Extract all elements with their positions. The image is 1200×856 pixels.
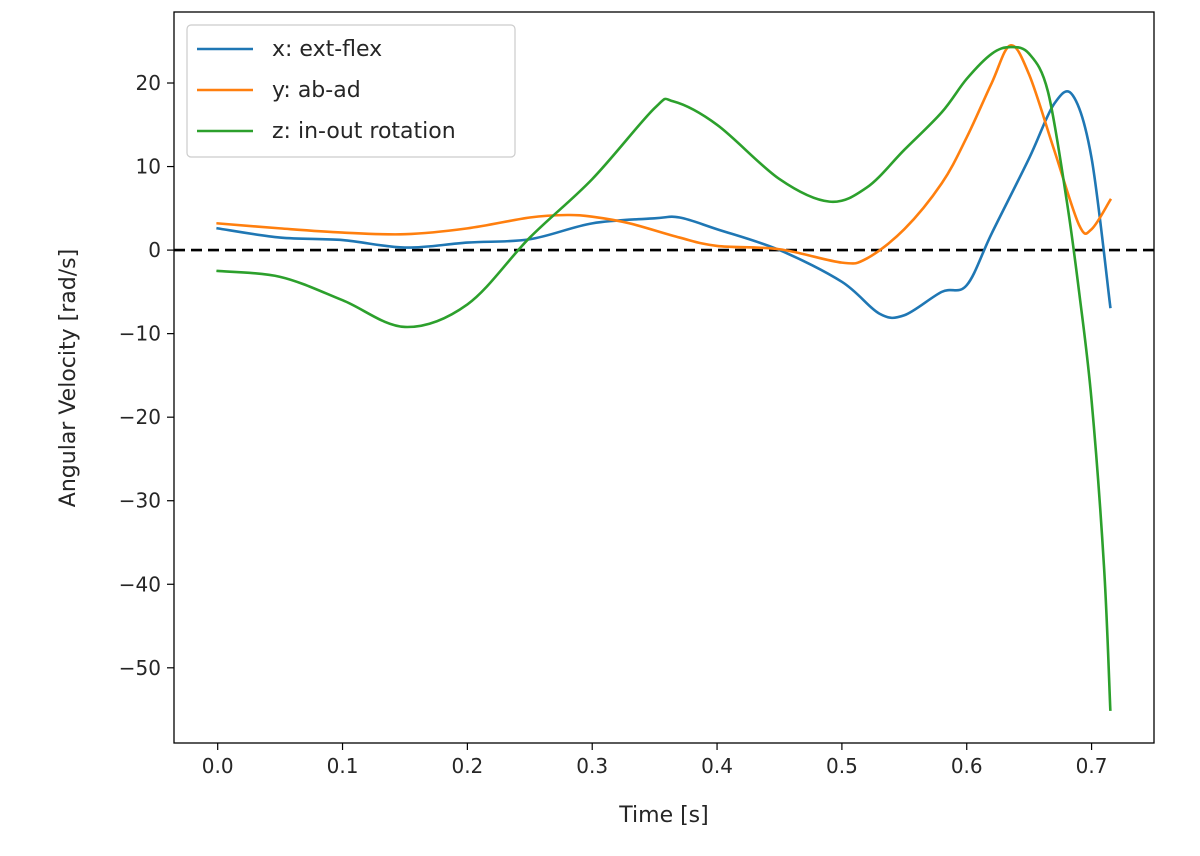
series-line-2 xyxy=(216,44,1113,265)
x-tick-label: 0.0 xyxy=(202,754,234,778)
x-tick-label: 0.5 xyxy=(826,754,858,778)
y-axis-label: Angular Velocity [rad/s] xyxy=(56,249,81,507)
y-tick-label: 20 xyxy=(136,71,161,95)
x-axis-label: Time [s] xyxy=(618,803,708,828)
x-tick-label: 0.1 xyxy=(327,754,359,778)
x-tick-label: 0.4 xyxy=(701,754,733,778)
legend-frame xyxy=(186,24,516,158)
x-tick-label: 0.3 xyxy=(576,754,608,778)
legend-label: y: ab-ad xyxy=(272,78,361,103)
legend: x: ext-flex y: ab-ad z: in-out rotation xyxy=(186,24,516,158)
x-tick-label: 0.6 xyxy=(951,754,983,778)
plot-area xyxy=(173,11,1155,744)
y-axis-ticks: 20 10 0 −10 −20 −30 −40 −50 xyxy=(119,71,174,680)
y-tick-label: −20 xyxy=(119,405,161,429)
y-tick-label: −30 xyxy=(119,489,161,513)
series-line-1 xyxy=(216,90,1112,320)
x-axis-ticks: 0.0 0.1 0.2 0.3 0.4 0.5 0.6 0.7 xyxy=(202,743,1108,778)
y-tick-label: 0 xyxy=(148,238,161,262)
y-tick-label: −40 xyxy=(119,572,161,596)
legend-label: z: in-out rotation xyxy=(272,119,456,144)
series-line-3 xyxy=(216,45,1112,711)
legend-label: x: ext-flex xyxy=(272,37,382,62)
x-tick-label: 0.2 xyxy=(451,754,483,778)
x-tick-label: 0.7 xyxy=(1076,754,1108,778)
series-lines xyxy=(216,44,1113,711)
y-tick-label: −10 xyxy=(119,322,161,346)
y-tick-label: −50 xyxy=(119,656,161,680)
y-tick-label: 10 xyxy=(136,155,161,179)
